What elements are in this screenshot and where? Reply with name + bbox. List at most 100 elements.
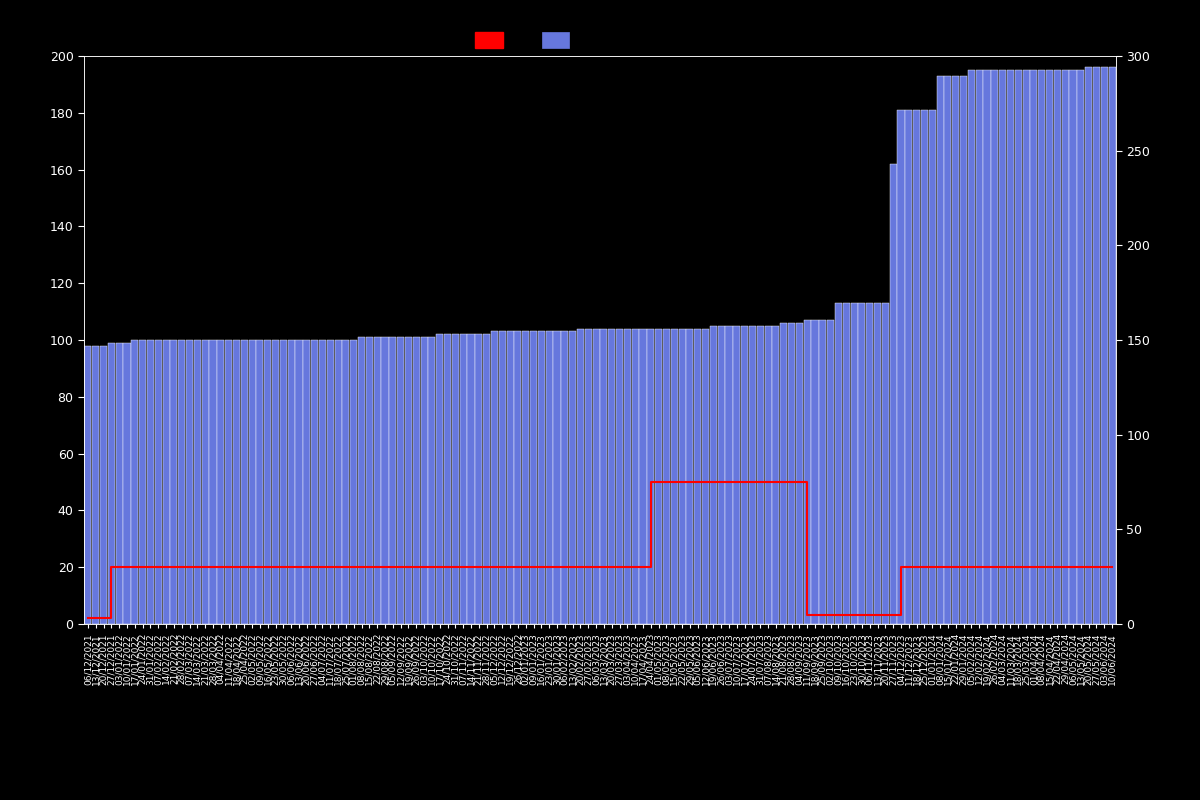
Bar <box>1069 70 1076 624</box>
Bar <box>170 340 178 624</box>
Bar <box>179 340 185 624</box>
Bar <box>569 331 576 624</box>
Bar <box>640 329 647 624</box>
Bar <box>662 329 670 624</box>
Bar <box>382 337 389 624</box>
Bar <box>264 340 271 624</box>
Bar <box>780 323 787 624</box>
Bar <box>139 340 146 624</box>
Bar <box>726 326 732 624</box>
Bar <box>686 329 694 624</box>
Bar <box>162 340 169 624</box>
Bar <box>437 334 443 624</box>
Bar <box>553 331 560 624</box>
Bar <box>710 326 716 624</box>
Bar <box>304 340 311 624</box>
Bar <box>484 334 490 624</box>
Bar <box>702 329 709 624</box>
Bar <box>858 303 865 624</box>
Bar <box>1093 67 1100 624</box>
Bar <box>257 340 264 624</box>
Bar <box>522 331 529 624</box>
Bar <box>577 329 584 624</box>
Bar <box>1046 70 1054 624</box>
Bar <box>100 346 107 624</box>
Bar <box>718 326 725 624</box>
Bar <box>913 110 920 624</box>
Bar <box>757 326 763 624</box>
Bar <box>593 329 600 624</box>
Bar <box>866 303 874 624</box>
Bar <box>1038 70 1045 624</box>
Bar <box>600 329 607 624</box>
Bar <box>475 334 482 624</box>
Bar <box>1085 67 1092 624</box>
Bar <box>413 337 420 624</box>
Bar <box>1000 70 1006 624</box>
Bar <box>115 343 122 624</box>
Bar <box>108 343 115 624</box>
Bar <box>953 76 959 624</box>
Bar <box>326 340 334 624</box>
Bar <box>233 340 240 624</box>
Bar <box>202 340 209 624</box>
Bar <box>733 326 740 624</box>
Bar <box>499 331 505 624</box>
Bar <box>428 337 436 624</box>
Bar <box>124 343 131 624</box>
Bar <box>920 110 928 624</box>
Bar <box>373 337 380 624</box>
Bar <box>804 320 811 624</box>
Bar <box>678 329 685 624</box>
Bar <box>742 326 748 624</box>
Bar <box>1022 70 1030 624</box>
Bar <box>241 340 247 624</box>
Bar <box>608 329 616 624</box>
Bar <box>335 340 342 624</box>
Bar <box>295 340 302 624</box>
Bar <box>929 110 936 624</box>
Bar <box>444 334 451 624</box>
Bar <box>991 70 998 624</box>
Bar <box>404 337 412 624</box>
Bar <box>358 337 365 624</box>
Bar <box>468 334 474 624</box>
Bar <box>764 326 772 624</box>
Bar <box>288 340 295 624</box>
Bar <box>882 303 889 624</box>
Bar <box>835 303 842 624</box>
Bar <box>311 340 318 624</box>
Bar <box>1078 70 1085 624</box>
Legend: , : , <box>475 32 581 48</box>
Bar <box>131 340 138 624</box>
Bar <box>944 76 952 624</box>
Bar <box>1100 67 1108 624</box>
Bar <box>1054 70 1061 624</box>
Bar <box>397 337 404 624</box>
Bar <box>186 340 193 624</box>
Bar <box>788 323 796 624</box>
Bar <box>695 329 701 624</box>
Bar <box>851 303 858 624</box>
Bar <box>452 334 458 624</box>
Bar <box>1062 70 1069 624</box>
Bar <box>647 329 654 624</box>
Bar <box>350 340 358 624</box>
Bar <box>1031 70 1038 624</box>
Bar <box>1109 67 1116 624</box>
Bar <box>984 70 990 624</box>
Bar <box>968 70 974 624</box>
Bar <box>889 164 896 624</box>
Bar <box>226 340 232 624</box>
Bar <box>515 331 522 624</box>
Bar <box>898 110 905 624</box>
Bar <box>319 340 326 624</box>
Bar <box>546 331 553 624</box>
Bar <box>936 76 943 624</box>
Bar <box>366 337 373 624</box>
Bar <box>655 329 662 624</box>
Bar <box>491 331 498 624</box>
Bar <box>796 323 803 624</box>
Bar <box>84 346 91 624</box>
Bar <box>1015 70 1021 624</box>
